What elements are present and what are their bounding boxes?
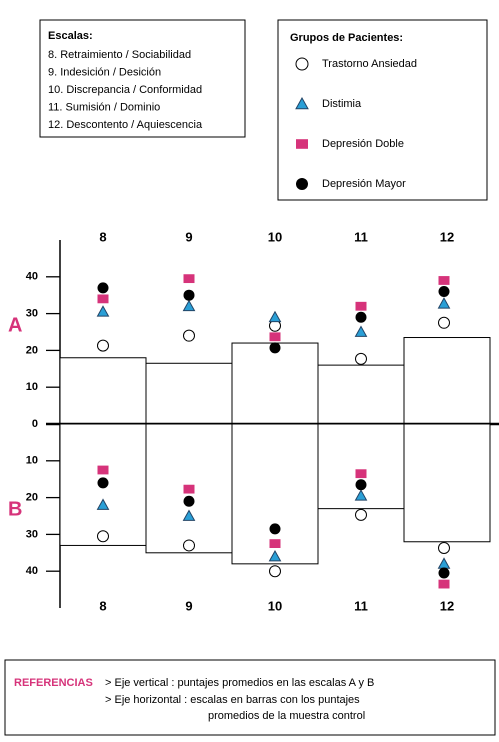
marker <box>269 565 281 578</box>
legend-box <box>277 19 488 201</box>
y-tick-label: 20 <box>26 492 38 504</box>
legend-label: Distimia <box>322 98 362 110</box>
x-tick-label: 8 <box>99 229 106 244</box>
marker <box>96 305 110 317</box>
legend-label: Depresión Mayor <box>322 178 406 190</box>
control-bar <box>231 342 319 425</box>
marker <box>183 484 195 494</box>
marker <box>97 339 109 352</box>
scales-box <box>39 19 246 138</box>
legend-title: Grupos de Pacientes: <box>290 32 403 44</box>
panel-label: B <box>8 498 22 520</box>
y-tick-label: 40 <box>26 271 38 283</box>
legend-marker <box>296 178 308 190</box>
marker <box>269 342 281 354</box>
legend-marker <box>296 139 308 149</box>
x-tick-label: 8 <box>99 598 106 613</box>
x-tick-label: 9 <box>185 229 192 244</box>
marker <box>438 542 450 555</box>
y-tick-label: 30 <box>26 528 38 540</box>
y-tick-label: 40 <box>26 565 38 577</box>
marker <box>183 539 195 552</box>
marker <box>269 332 281 342</box>
marker <box>437 557 451 569</box>
x-tick-label: 11 <box>354 598 368 613</box>
marker <box>97 477 109 489</box>
marker <box>438 567 450 579</box>
legend-label: Trastorno Ansiedad <box>322 58 417 70</box>
control-bar <box>317 364 405 425</box>
y-tick-label: 20 <box>26 344 38 356</box>
marker <box>183 289 195 301</box>
control-bar <box>403 423 491 543</box>
scale-item: 9. Indesición / Desición <box>48 66 161 78</box>
marker <box>438 276 450 285</box>
panel-label: A <box>8 314 22 336</box>
scales-title: Escalas: <box>48 30 93 42</box>
x-tick-label: 9 <box>185 598 192 613</box>
reference-line: promedios de la muestra control <box>208 710 365 722</box>
marker <box>354 325 368 337</box>
marker <box>182 299 196 312</box>
y-tick-label: 0 <box>32 418 38 430</box>
scale-item: 11. Sumisión / Dominio <box>48 101 160 113</box>
marker <box>438 286 450 298</box>
marker <box>97 294 109 304</box>
legend-marker <box>295 96 309 110</box>
x-tick-label: 12 <box>440 598 454 613</box>
marker <box>355 479 367 491</box>
references-title: REFERENCIAS <box>14 677 93 689</box>
marker <box>355 469 367 479</box>
marker <box>97 282 109 294</box>
scale-item: 8. Retraimiento / Sociabilidad <box>48 49 191 61</box>
marker <box>438 579 450 589</box>
reference-line: > Eje horizontal : escalas en barras con… <box>105 694 360 706</box>
marker <box>183 274 195 284</box>
scale-item: 12. Descontento / Aquiescencia <box>48 119 203 131</box>
marker <box>183 329 195 342</box>
marker <box>183 495 195 507</box>
marker <box>437 297 451 309</box>
x-tick-label: 11 <box>354 229 368 244</box>
y-tick-label: 30 <box>26 308 38 320</box>
x-tick-label: 10 <box>268 229 282 244</box>
marker <box>355 508 367 521</box>
marker <box>269 523 281 535</box>
marker <box>354 489 368 501</box>
marker <box>438 316 450 329</box>
marker <box>97 530 109 543</box>
legend-marker <box>295 57 309 71</box>
x-tick-label: 10 <box>268 598 282 613</box>
legend-label: Depresión Doble <box>322 138 404 150</box>
control-bar <box>403 337 491 425</box>
marker <box>355 301 367 311</box>
scale-item: 10. Discrepancia / Conformidad <box>48 84 202 96</box>
references-box <box>4 659 496 736</box>
y-tick-label: 10 <box>26 455 38 467</box>
marker <box>355 311 367 323</box>
marker <box>355 352 367 365</box>
marker <box>96 498 110 510</box>
marker <box>97 465 109 475</box>
control-bar <box>59 357 147 425</box>
marker <box>182 509 196 521</box>
marker <box>268 549 282 562</box>
control-bar <box>145 362 233 425</box>
y-tick-label: 10 <box>26 381 38 393</box>
marker <box>268 310 282 323</box>
x-tick-label: 12 <box>440 229 454 244</box>
marker <box>269 539 281 548</box>
reference-line: > Eje vertical : puntajes promedios en l… <box>105 677 374 689</box>
